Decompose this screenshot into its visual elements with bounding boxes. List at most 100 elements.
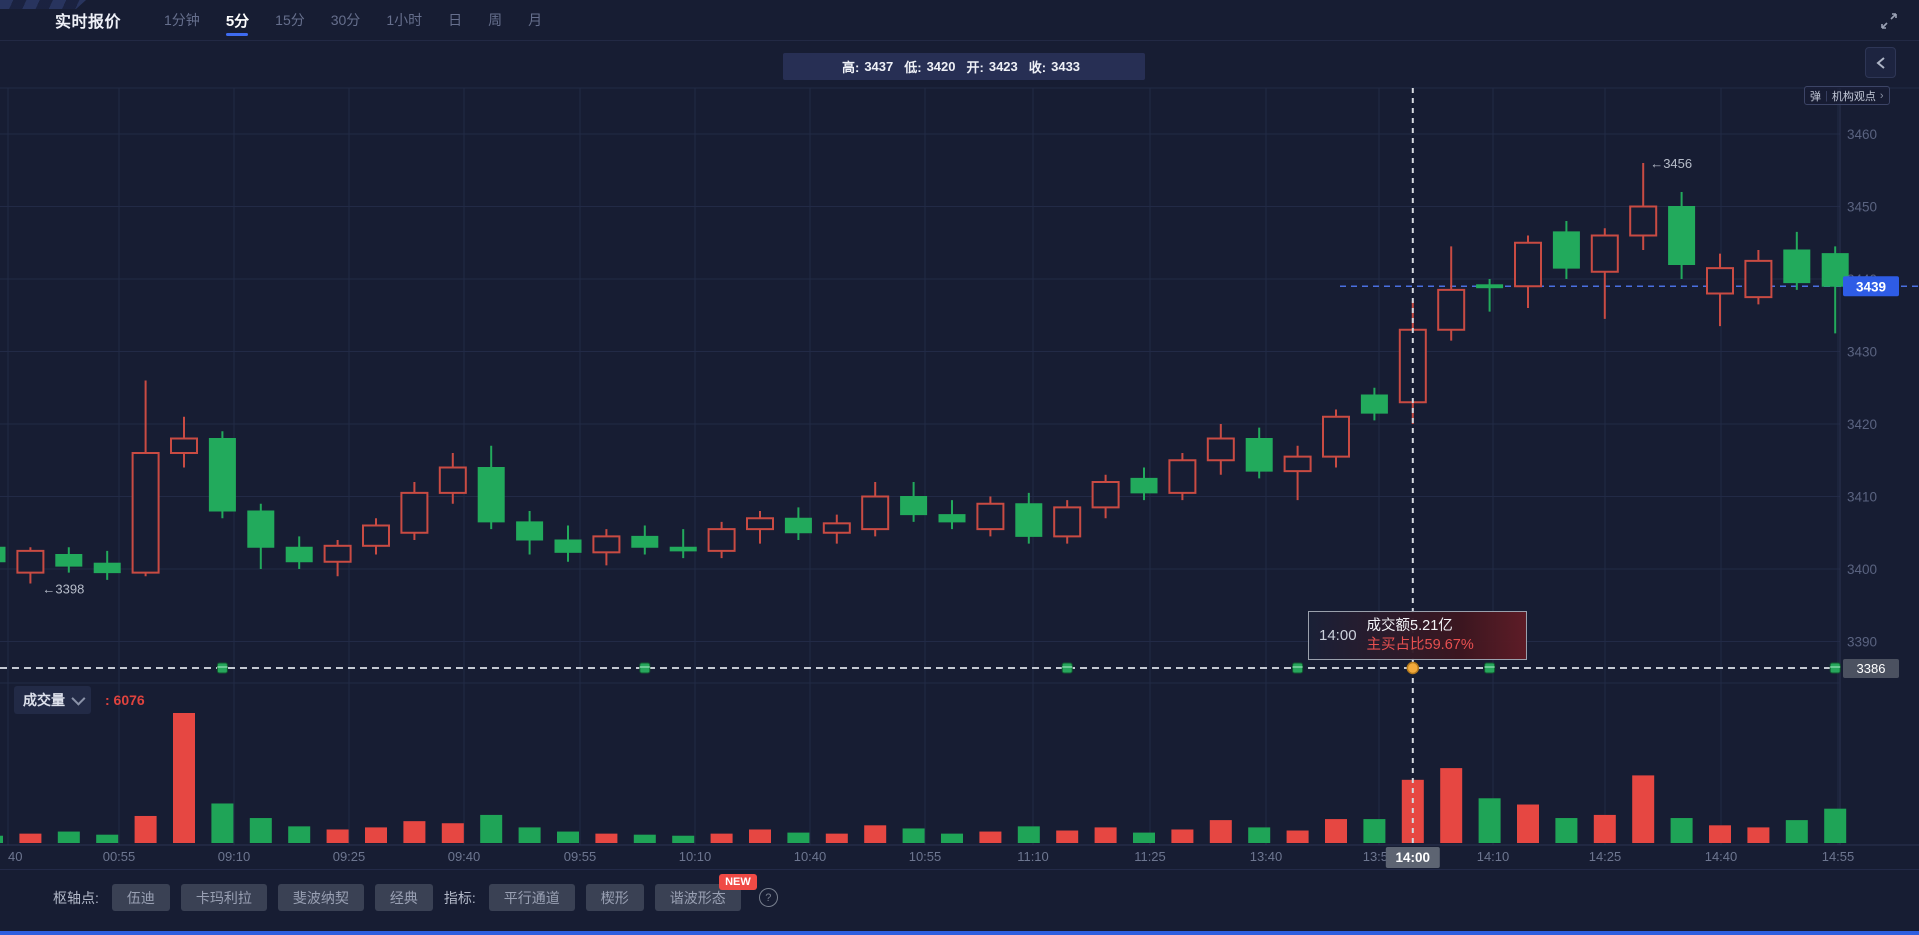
tab-5min[interactable]: 5分 (213, 0, 262, 40)
volume-bar[interactable] (1785, 820, 1808, 843)
volume-bar[interactable] (1517, 804, 1539, 843)
indicator-parallel-channel-button[interactable]: 平行通道 (488, 884, 575, 911)
candle-body[interactable] (1514, 241, 1542, 288)
candle-body[interactable] (784, 517, 812, 534)
candle-body[interactable] (707, 528, 736, 552)
volume-bar[interactable] (211, 803, 234, 843)
event-marker-icon[interactable] (1292, 662, 1304, 674)
volume-bar[interactable] (1824, 808, 1847, 843)
candle-body[interactable] (631, 535, 659, 548)
volume-bar[interactable] (1593, 814, 1616, 843)
candle-body[interactable] (900, 496, 928, 516)
candle-body[interactable] (131, 452, 160, 574)
candle-body[interactable] (746, 517, 774, 531)
candle-body[interactable] (1437, 288, 1466, 331)
event-marker-icon[interactable] (1061, 662, 1073, 674)
candle-body[interactable] (1015, 503, 1043, 537)
candle-body[interactable] (55, 554, 83, 567)
volume-bar[interactable] (96, 834, 119, 843)
volume-bar[interactable] (787, 832, 810, 843)
volume-bar[interactable] (1171, 829, 1194, 843)
candle-body[interactable] (1668, 206, 1696, 265)
candle-body[interactable] (1552, 231, 1580, 269)
indicator-wedge-button[interactable]: 楔形 (585, 884, 644, 911)
candle-body[interactable] (976, 502, 1005, 531)
volume-bar[interactable] (1670, 818, 1693, 843)
resize-diagonal-icon[interactable] (1876, 8, 1902, 34)
volume-bar[interactable] (0, 835, 3, 843)
candle-body[interactable] (554, 539, 582, 553)
candle-body[interactable] (1168, 459, 1197, 494)
volume-bar[interactable] (1133, 832, 1155, 843)
tab-week[interactable]: 周 (488, 12, 503, 28)
candle-body[interactable] (362, 524, 390, 547)
volume-bar[interactable] (326, 829, 349, 843)
volume-indicator-selector[interactable]: 成交量 (14, 686, 91, 714)
volume-bar[interactable] (134, 815, 157, 843)
candle-body[interactable] (400, 491, 429, 534)
candle-body[interactable] (323, 544, 352, 563)
candle-body[interactable] (16, 549, 45, 574)
volume-bar[interactable] (441, 823, 464, 843)
volume-bar[interactable] (825, 833, 848, 843)
event-marker-icon[interactable] (639, 662, 651, 674)
event-marker-icon[interactable] (216, 662, 228, 674)
candle-body[interactable] (1053, 506, 1082, 538)
tab-1hour[interactable]: 1小时 (386, 12, 423, 28)
candle-body[interactable] (1245, 438, 1273, 472)
volume-bar[interactable] (288, 826, 311, 843)
pivot-camarilla-button[interactable]: 卡玛利拉 (180, 884, 267, 911)
pivot-woodie-button[interactable]: 伍迪 (111, 884, 170, 911)
candle-body[interactable] (669, 546, 697, 552)
volume-bar[interactable] (1709, 825, 1731, 843)
candle-body[interactable] (822, 522, 851, 534)
candle-body[interactable] (592, 535, 621, 554)
tab-30min[interactable]: 30分 (330, 12, 361, 28)
volume-bar[interactable] (1056, 830, 1079, 843)
volume-bar[interactable] (1017, 826, 1040, 843)
tab-1min[interactable]: 1分钟 (164, 12, 200, 28)
pivot-classic-button[interactable]: 经典 (374, 884, 433, 911)
volume-bar[interactable] (1478, 798, 1501, 843)
candle-body[interactable] (1130, 477, 1158, 494)
volume-bar[interactable] (518, 827, 541, 843)
candle-body[interactable] (1283, 455, 1312, 473)
candle-body[interactable] (285, 546, 313, 563)
candle-body[interactable] (1629, 205, 1658, 237)
volume-bar[interactable] (902, 828, 925, 843)
pivot-fibonacci-button[interactable]: 斐波纳契 (277, 884, 364, 911)
volume-bar[interactable] (1555, 818, 1578, 843)
candle-body[interactable] (938, 514, 966, 523)
help-icon[interactable]: ? (758, 888, 778, 907)
volume-bar[interactable] (1286, 830, 1309, 843)
candle-body[interactable] (1476, 284, 1504, 289)
volume-bar[interactable] (864, 825, 887, 843)
volume-bar[interactable] (1094, 827, 1117, 843)
institution-view-badge[interactable]: 弹 | 机构观点 › (1804, 86, 1890, 105)
volume-bar[interactable] (557, 831, 579, 843)
candle-body[interactable] (438, 466, 467, 494)
candle-body[interactable] (0, 546, 6, 563)
candle-body[interactable] (1322, 415, 1350, 458)
volume-bar[interactable] (19, 833, 42, 843)
volume-bar[interactable] (749, 829, 771, 843)
tab-day[interactable]: 日 (448, 12, 463, 28)
candle-body[interactable] (208, 438, 236, 512)
event-marker-icon[interactable] (1829, 662, 1841, 674)
indicator-harmonic-pattern-button[interactable]: 谐波形态 NEW (654, 874, 757, 911)
volume-bar[interactable] (941, 833, 963, 843)
volume-bar[interactable] (403, 821, 426, 843)
tab-month[interactable]: 月 (528, 12, 543, 28)
tab-15min[interactable]: 15分 (275, 12, 305, 28)
collapse-panel-button[interactable] (1865, 47, 1896, 78)
volume-bar[interactable] (1747, 827, 1770, 843)
candle-body[interactable] (477, 467, 505, 523)
candle-body[interactable] (1744, 259, 1773, 299)
volume-bar[interactable] (1363, 819, 1386, 843)
volume-bar[interactable] (365, 827, 387, 843)
candle-body[interactable] (247, 510, 275, 548)
volume-bar[interactable] (1248, 827, 1271, 843)
candle-body[interactable] (516, 521, 544, 541)
volume-bar[interactable] (1209, 820, 1232, 843)
